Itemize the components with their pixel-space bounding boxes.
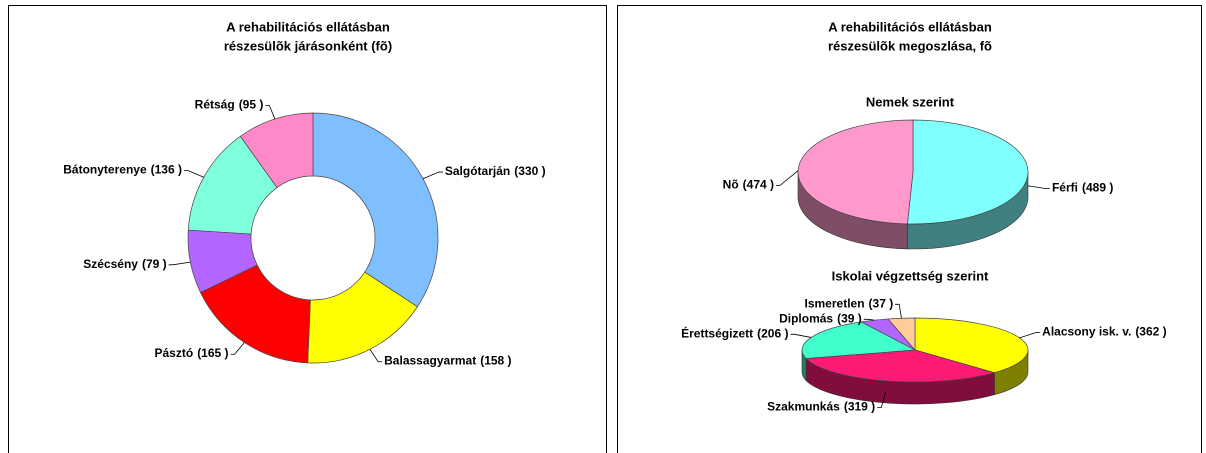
leader-line xyxy=(1019,332,1041,339)
slice xyxy=(239,112,314,189)
slice xyxy=(914,317,1029,374)
value-label: (362 ) xyxy=(1135,325,1166,339)
leader-line xyxy=(877,391,887,409)
slice xyxy=(312,112,439,308)
slice-label: Szécsény (79 ) xyxy=(83,257,166,271)
slice-label: Ismeretlen (37 ) xyxy=(805,297,894,311)
slice-label: Diplomás (39 ) xyxy=(779,312,862,326)
slice-label: Nõ (474 ) xyxy=(723,178,774,192)
slice-label: Pásztó (165 ) xyxy=(155,346,229,360)
category-label: Salgótarján xyxy=(445,164,510,178)
leader-line xyxy=(184,170,204,178)
category-label: Diplomás xyxy=(779,312,833,326)
value-label: (489 ) xyxy=(1082,181,1113,195)
leader-line xyxy=(895,303,902,319)
category-label: Pásztó xyxy=(155,346,194,360)
category-label: Szakmunkás xyxy=(767,400,840,414)
value-label: (158 ) xyxy=(480,354,511,368)
category-label: Férfi xyxy=(1052,181,1078,195)
category-label: Alacsony isk. v. xyxy=(1042,325,1131,339)
slice xyxy=(805,349,996,383)
value-label: (136 ) xyxy=(151,163,182,177)
category-label: Szécsény xyxy=(83,257,138,271)
value-label: (206 ) xyxy=(757,327,788,341)
leader-line xyxy=(776,170,799,186)
category-label: Érettségizett xyxy=(681,326,753,341)
value-label: (39 ) xyxy=(837,312,862,326)
slice-label: Balassagyarmat (158 ) xyxy=(384,354,511,368)
category-label: Bátonyterenye xyxy=(63,163,147,177)
slice-label: Salgótarján (330 ) xyxy=(445,164,546,178)
slice-label: Alacsony isk. v. (362 ) xyxy=(1042,325,1167,339)
slice-label: Férfi (489 ) xyxy=(1052,181,1113,195)
leader-line xyxy=(422,171,443,180)
leader-line xyxy=(230,342,245,355)
value-label: (319 ) xyxy=(844,400,875,414)
chart-title: részesülõk járásonként (fõ) xyxy=(224,38,392,53)
slice-label: Szakmunkás (319 ) xyxy=(767,400,875,414)
category-label: Nõ xyxy=(723,178,739,192)
right-title: A rehabilitációs ellátásban xyxy=(828,19,992,34)
slice-label: Bátonyterenye (136 ) xyxy=(63,163,182,177)
value-label: (37 ) xyxy=(869,297,894,311)
leader-line xyxy=(265,105,276,120)
category-label: Ismeretlen xyxy=(805,297,865,311)
leader-line xyxy=(369,349,383,363)
category-label: Balassagyarmat xyxy=(384,354,476,368)
slice xyxy=(887,317,916,351)
chart-title: Iskolai végzettség szerint xyxy=(832,268,989,283)
leader-line xyxy=(863,318,875,321)
slice xyxy=(906,119,1029,225)
slice-label: Rétság (95 ) xyxy=(195,98,264,112)
value-label: (330 ) xyxy=(514,164,545,178)
category-label: Rétság xyxy=(195,98,235,112)
value-label: (95 ) xyxy=(239,98,264,112)
leader-line xyxy=(168,261,191,266)
leader-line xyxy=(790,333,812,338)
chart-title: Nemek szerint xyxy=(866,94,955,109)
left-panel xyxy=(8,5,607,453)
value-label: (165 ) xyxy=(197,346,228,360)
value-label: (79 ) xyxy=(142,257,167,271)
chart-title: A rehabilitációs ellátásban xyxy=(226,19,390,34)
leader-line xyxy=(1027,185,1050,190)
slice-label: Érettségizett (206 ) xyxy=(681,326,788,341)
right-title: részesülõk megoszlása, fõ xyxy=(828,38,992,53)
value-label: (474 ) xyxy=(743,178,774,192)
